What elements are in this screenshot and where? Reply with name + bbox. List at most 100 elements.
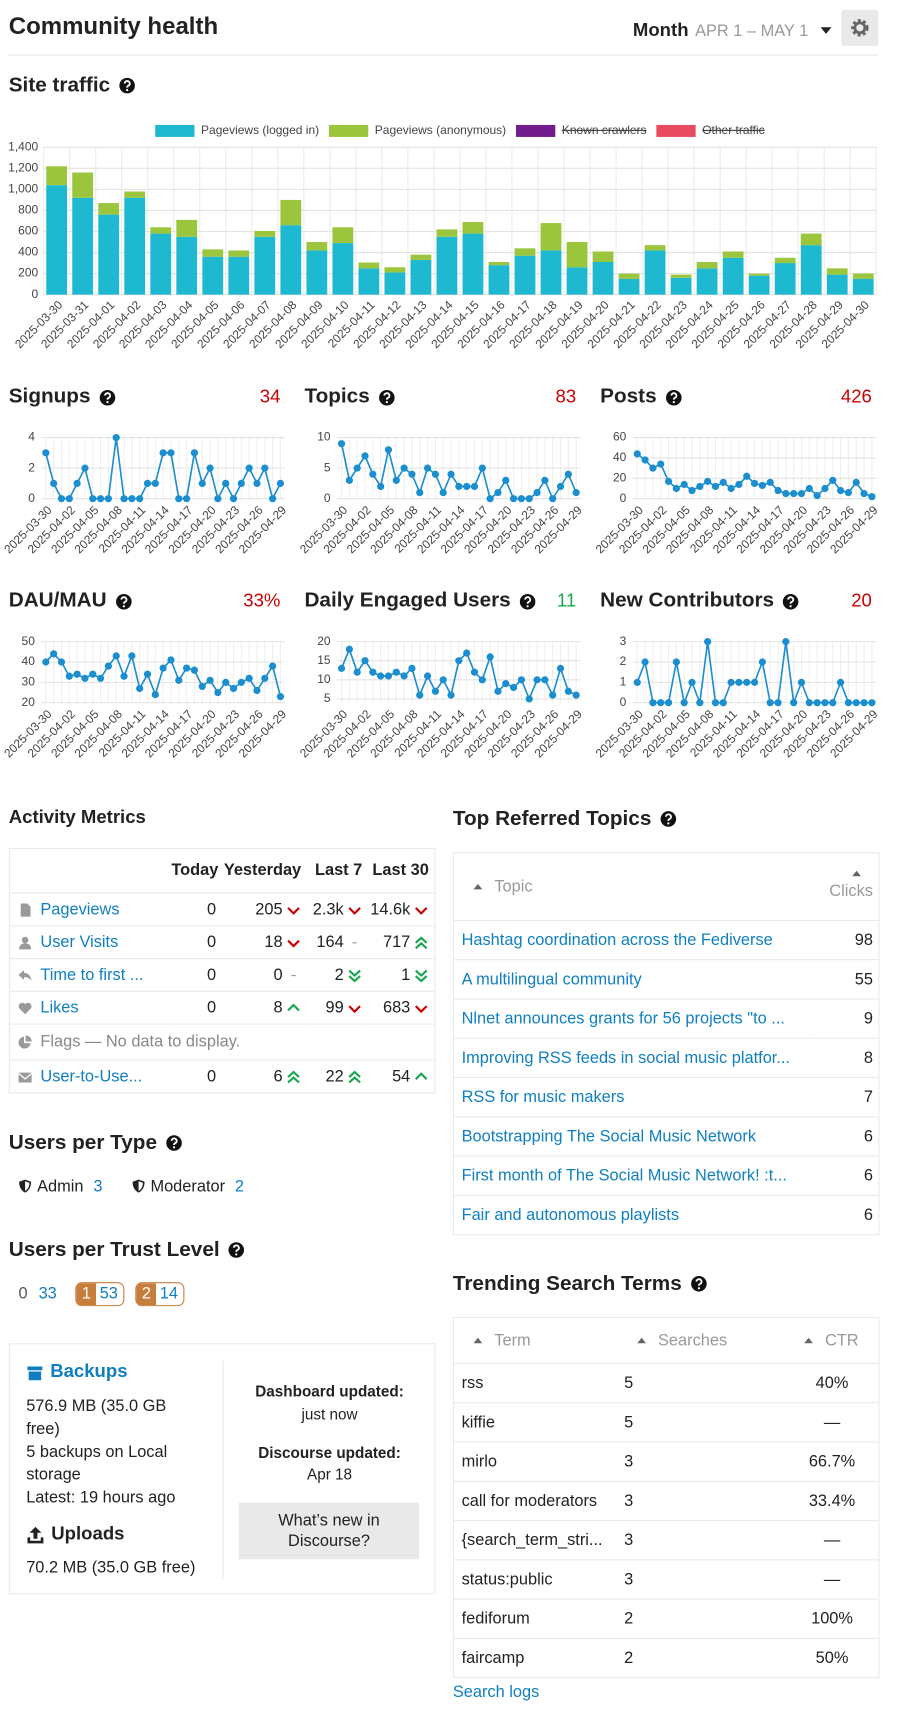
data-point [860, 489, 868, 498]
whats-new-button[interactable]: What’s new in Discourse? [238, 1502, 420, 1560]
topic-link[interactable]: Fair and autonomous playlists [461, 1205, 680, 1225]
header-text[interactable]: Term [494, 1330, 531, 1350]
topic-link[interactable]: RSS for music makers [461, 1087, 625, 1106]
arrow-shape [852, 870, 861, 876]
label-cell: User Visits [10, 925, 171, 958]
value: 0 [206, 997, 217, 1017]
data-point [790, 489, 798, 498]
sort-arrow[interactable] [803, 1337, 814, 1345]
legend-item[interactable]: Pageviews (anonymous) [328, 123, 506, 137]
legend-item[interactable]: Other traffic [656, 123, 765, 137]
backups-header[interactable]: Backups [26, 1360, 128, 1383]
discourse-label: Discourse updated: [258, 1443, 401, 1462]
help-mark [120, 595, 128, 604]
help[interactable] [665, 389, 682, 405]
legend-swatch [516, 124, 556, 137]
row: User Visits 0 18 164 717 [9, 925, 435, 958]
help[interactable] [783, 593, 799, 610]
help[interactable] [660, 811, 677, 828]
header-text[interactable]: Clicks [829, 881, 873, 901]
bar-segment [722, 251, 744, 258]
sort-arrow[interactable] [851, 869, 862, 877]
sort-arrow[interactable] [472, 883, 483, 891]
bar-segment [540, 250, 562, 295]
topic-link[interactable]: Nlnet announces grants for 56 projects "… [461, 1008, 785, 1028]
bar-segment [826, 274, 848, 295]
clicks: 9 [863, 1008, 873, 1028]
search-logs-link[interactable]: Search logs [452, 1682, 540, 1702]
value-cell: 54 [368, 1060, 435, 1093]
y-tick-label: 10 [317, 672, 331, 686]
settings-button[interactable] [841, 9, 879, 46]
data-point [245, 464, 253, 472]
sort-arrow[interactable] [472, 1337, 483, 1345]
sort-arrow[interactable] [636, 1337, 647, 1345]
help-mark [670, 391, 678, 400]
bar-segment [436, 229, 458, 237]
icon-slot [26, 1361, 43, 1383]
help[interactable] [115, 593, 132, 610]
help[interactable] [228, 1242, 245, 1259]
data-point [431, 470, 439, 478]
trend-shape [415, 941, 428, 949]
header-text[interactable]: CTR [824, 1330, 859, 1350]
topic-link[interactable]: First month of The Social Music Network!… [461, 1165, 787, 1185]
topic-link[interactable]: Bootstrapping The Social Music Network [461, 1126, 757, 1146]
user-type[interactable]: Moderator 2 [131, 1177, 244, 1195]
card-header: DAU/MAU 33% [0, 588, 281, 614]
help-dot [172, 1146, 176, 1150]
header-text[interactable]: Topic [494, 877, 533, 896]
help[interactable] [99, 389, 116, 405]
trend-shape [348, 1004, 361, 1013]
row-icon [18, 1002, 32, 1014]
trust-badge[interactable]: 2 14 [135, 1281, 185, 1306]
help[interactable] [519, 593, 536, 610]
topic-link[interactable]: A multilingual community [461, 969, 642, 989]
data-point [478, 464, 486, 472]
data-point [844, 699, 853, 707]
user-type[interactable]: Admin 3 [17, 1177, 102, 1195]
value-cell: 683 [368, 991, 435, 1024]
legend-item[interactable]: Known crawlers [516, 123, 647, 137]
help[interactable] [378, 389, 395, 405]
bar-segment [436, 236, 458, 295]
metric-link[interactable]: User Visits [40, 932, 119, 951]
help-mark [104, 391, 111, 400]
help[interactable] [119, 78, 135, 94]
title-text: Users per Type [8, 1131, 158, 1155]
backups-link[interactable]: Backups [50, 1360, 128, 1382]
y-tick-label: 1,400 [8, 139, 38, 153]
card-header: Daily Engaged Users 11 [296, 588, 576, 614]
caret[interactable] [819, 26, 832, 35]
data-point [704, 477, 712, 485]
help[interactable] [166, 1135, 182, 1152]
trust-item[interactable]: 0 33 [17, 1284, 57, 1303]
metric-link[interactable]: User-to-Use... [40, 1066, 143, 1086]
user-types: Admin 3 Moderator 2 [17, 1174, 272, 1198]
data-point [633, 450, 641, 458]
y-tick-label: 800 [18, 203, 38, 217]
row-icon-shape [18, 969, 32, 981]
bar-segment [748, 273, 770, 276]
topic-link[interactable]: Improving RSS feeds in social music plat… [461, 1048, 790, 1067]
topic-link[interactable]: Hashtag coordination across the Fedivers… [461, 930, 773, 949]
data-point [182, 495, 191, 503]
period[interactable]: Month [632, 19, 689, 41]
data-point [688, 678, 696, 686]
trust-badge[interactable]: 1 53 [75, 1281, 125, 1306]
term: status:public [461, 1569, 553, 1589]
metric-link[interactable]: Time to first ... [40, 965, 144, 984]
metric-link[interactable]: Pageviews [40, 899, 120, 919]
header-text[interactable]: Searches [657, 1330, 728, 1350]
y-tick-label: 1,200 [8, 161, 38, 175]
data-point [416, 691, 424, 699]
data-point [167, 449, 175, 457]
legend-item[interactable]: Pageviews (logged in) [155, 123, 319, 137]
help[interactable] [690, 1276, 707, 1293]
metric-link[interactable]: Likes [40, 997, 79, 1017]
data-point [408, 470, 416, 478]
date-range[interactable]: APR 1 – MAY 1 [695, 21, 809, 41]
y-tick-label: 600 [18, 224, 38, 238]
trend-shape [415, 969, 428, 977]
bar-segment [488, 262, 510, 266]
